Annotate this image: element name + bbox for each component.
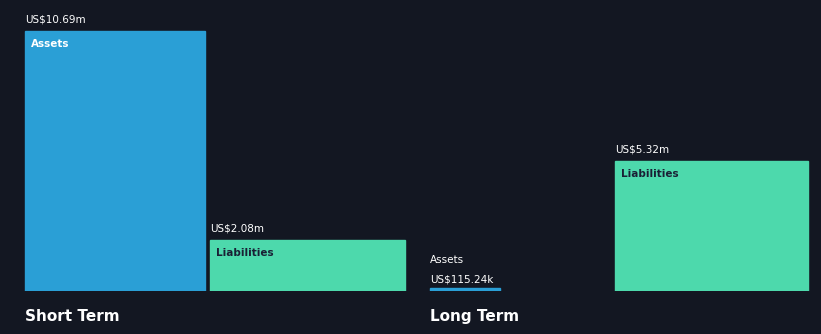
Bar — [210, 240, 405, 291]
Text: US$115.24k: US$115.24k — [430, 275, 493, 285]
Text: US$5.32m: US$5.32m — [615, 145, 669, 155]
Text: Assets: Assets — [31, 39, 70, 49]
Bar — [25, 31, 205, 291]
Text: Short Term: Short Term — [25, 309, 120, 324]
Text: Assets: Assets — [430, 255, 464, 265]
Bar — [615, 161, 808, 291]
Text: US$2.08m: US$2.08m — [210, 223, 264, 233]
Text: Liabilities: Liabilities — [216, 248, 273, 258]
Text: Long Term: Long Term — [430, 309, 519, 324]
Bar — [430, 288, 500, 291]
Text: Liabilities: Liabilities — [621, 169, 679, 179]
Text: US$10.69m: US$10.69m — [25, 15, 85, 25]
